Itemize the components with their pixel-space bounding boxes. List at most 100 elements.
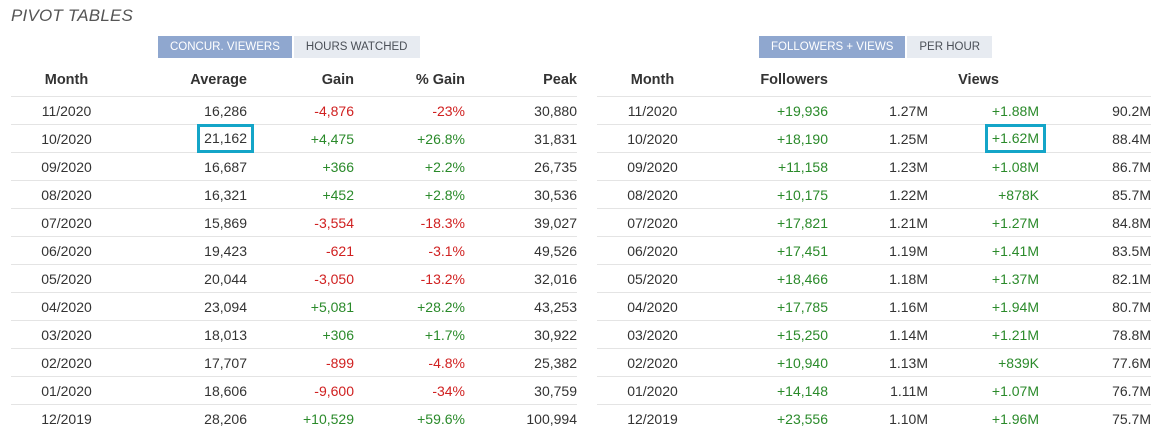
cell-month: 01/2020 xyxy=(597,376,708,405)
col-header-average[interactable]: Average xyxy=(190,72,247,88)
cell-average: 20,044 xyxy=(122,264,247,293)
cell-pct-gain: +26.8% xyxy=(354,124,465,153)
cell-peak: 30,922 xyxy=(465,320,577,349)
table-row: 07/2020 15,869 -3,554 -18.3% 39,027 xyxy=(11,208,577,237)
cell-average: 19,423 xyxy=(122,236,247,265)
cell-peak: 30,536 xyxy=(465,180,577,209)
table-row: 08/2020 16,321 +452 +2.8% 30,536 xyxy=(11,180,577,209)
cell-views-total: 84.8M xyxy=(1039,208,1151,237)
cell-pct-gain: +2.2% xyxy=(354,152,465,181)
highlight-box: 21,162 xyxy=(197,124,254,153)
cell-pct-gain: -18.3% xyxy=(354,208,465,237)
cell-views-total: 86.7M xyxy=(1039,152,1151,181)
table-row: 11/2020 16,286 -4,876 -23% 30,880 xyxy=(11,96,577,125)
table-row: 07/2020 +17,821 1.21M +1.27M 84.8M xyxy=(597,208,1151,237)
cell-average: 16,286 xyxy=(122,96,247,125)
cell-views-total: 76.7M xyxy=(1039,376,1151,405)
cell-month: 07/2020 xyxy=(597,208,708,237)
table-row: 02/2020 17,707 -899 -4.8% 25,382 xyxy=(11,348,577,377)
cell-month: 04/2020 xyxy=(11,292,122,321)
col-header-month[interactable]: Month xyxy=(44,72,89,88)
cell-peak: 43,253 xyxy=(465,292,577,321)
cell-views-gain: +1.94M xyxy=(928,292,1039,321)
cell-views-total: 78.8M xyxy=(1039,320,1151,349)
cell-month: 05/2020 xyxy=(597,264,708,293)
table-row: 12/2019 28,206 +10,529 +59.6% 100,994 xyxy=(11,404,577,432)
cell-average: 16,687 xyxy=(122,152,247,181)
tab-concur-viewers[interactable]: CONCUR. VIEWERS xyxy=(158,36,292,58)
table-row: 09/2020 16,687 +366 +2.2% 26,735 xyxy=(11,152,577,181)
cell-average: 16,321 xyxy=(122,180,247,209)
table-row: 02/2020 +10,940 1.13M +839K 77.6M xyxy=(597,348,1151,377)
cell-followers-gain: +17,785 xyxy=(708,292,828,321)
cell-month: 12/2019 xyxy=(597,404,708,432)
cell-gain: -3,554 xyxy=(247,208,354,237)
cell-month: 03/2020 xyxy=(11,320,122,349)
cell-pct-gain: +1.7% xyxy=(354,320,465,349)
cell-gain: -621 xyxy=(247,236,354,265)
col-header-month[interactable]: Month xyxy=(630,72,675,88)
cell-views-total: 83.5M xyxy=(1039,236,1151,265)
cell-followers-total: 1.16M xyxy=(828,292,928,321)
cell-gain: -3,050 xyxy=(247,264,354,293)
cell-peak: 39,027 xyxy=(465,208,577,237)
tab-followers-views[interactable]: FOLLOWERS + VIEWS xyxy=(759,36,906,58)
cell-followers-total: 1.23M xyxy=(828,152,928,181)
cell-views-gain: +839K xyxy=(928,348,1039,377)
cell-views-gain: +1.37M xyxy=(928,264,1039,293)
cell-views-total: 85.7M xyxy=(1039,180,1151,209)
cell-views-gain: +1.88M xyxy=(928,96,1039,125)
table-row: 04/2020 23,094 +5,081 +28.2% 43,253 xyxy=(11,292,577,321)
col-header-gain[interactable]: Gain xyxy=(321,72,354,88)
cell-followers-total: 1.19M xyxy=(828,236,928,265)
cell-average: 18,013 xyxy=(122,320,247,349)
cell-peak: 30,880 xyxy=(465,96,577,125)
cell-month: 06/2020 xyxy=(597,236,708,265)
left-tabs: CONCUR. VIEWERS HOURS WATCHED xyxy=(158,36,420,58)
cell-month: 09/2020 xyxy=(11,152,122,181)
cell-peak: 49,526 xyxy=(465,236,577,265)
cell-peak: 30,759 xyxy=(465,376,577,405)
cell-followers-total: 1.22M xyxy=(828,180,928,209)
cell-gain: +4,475 xyxy=(247,124,354,153)
cell-pct-gain: -13.2% xyxy=(354,264,465,293)
cell-month: 02/2020 xyxy=(597,348,708,377)
cell-gain: +452 xyxy=(247,180,354,209)
table-row: 12/2019 +23,556 1.10M +1.96M 75.7M xyxy=(597,404,1151,432)
cell-pct-gain: -34% xyxy=(354,376,465,405)
cell-month: 06/2020 xyxy=(11,236,122,265)
cell-views-gain: +1.07M xyxy=(928,376,1039,405)
cell-month: 07/2020 xyxy=(11,208,122,237)
cell-pct-gain: -23% xyxy=(354,96,465,125)
cell-month: 11/2020 xyxy=(597,96,708,125)
cell-month: 04/2020 xyxy=(597,292,708,321)
col-header-followers[interactable]: Followers xyxy=(760,72,828,88)
table-row: 10/2020 +18,190 1.25M +1.62M 88.4M xyxy=(597,124,1151,153)
page-title: PIVOT TABLES xyxy=(11,6,134,25)
cell-views-total: 90.2M xyxy=(1039,96,1151,125)
cell-pct-gain: +2.8% xyxy=(354,180,465,209)
col-header-peak[interactable]: Peak xyxy=(543,72,577,88)
col-header-spacer xyxy=(828,64,928,97)
cell-followers-gain: +14,148 xyxy=(708,376,828,405)
col-header-pct-gain[interactable]: % Gain xyxy=(415,72,465,88)
cell-month: 11/2020 xyxy=(11,96,122,125)
cell-month: 08/2020 xyxy=(597,180,708,209)
col-header-views[interactable]: Views xyxy=(958,72,999,88)
table-row: 08/2020 +10,175 1.22M +878K 85.7M xyxy=(597,180,1151,209)
cell-followers-gain: +23,556 xyxy=(708,404,828,432)
cell-month: 02/2020 xyxy=(11,348,122,377)
cell-gain: +5,081 xyxy=(247,292,354,321)
cell-followers-total: 1.14M xyxy=(828,320,928,349)
table-row: 09/2020 +11,158 1.23M +1.08M 86.7M xyxy=(597,152,1151,181)
cell-month: 10/2020 xyxy=(11,124,122,153)
tab-hours-watched[interactable]: HOURS WATCHED xyxy=(293,36,420,58)
cell-followers-gain: +10,175 xyxy=(708,180,828,209)
table-row: 01/2020 +14,148 1.11M +1.07M 76.7M xyxy=(597,376,1151,405)
followers-views-table: Month Followers Views 11/2020 +19,936 1.27… xyxy=(597,64,1151,432)
cell-views-gain: +1.41M xyxy=(928,236,1039,265)
cell-followers-total: 1.10M xyxy=(828,404,928,432)
cell-average: 15,869 xyxy=(122,208,247,237)
cell-gain: +366 xyxy=(247,152,354,181)
tab-per-hour[interactable]: PER HOUR xyxy=(907,36,993,58)
